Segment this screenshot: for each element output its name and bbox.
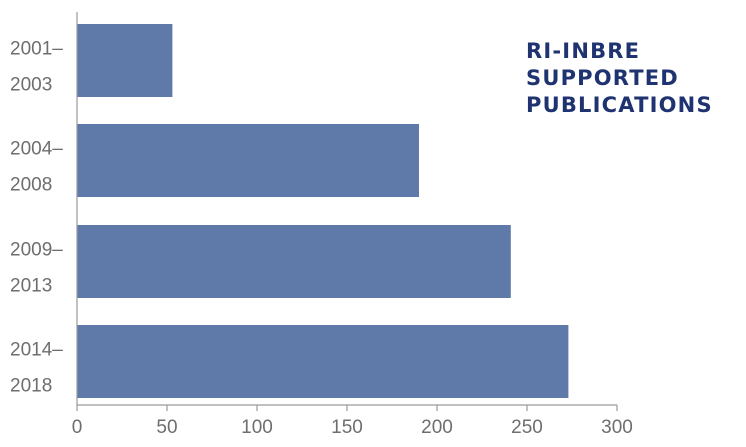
x-tick-label-0: 0 [72, 417, 83, 438]
chart-title-line-3: PUBLICATIONS [526, 93, 713, 117]
x-tick-label-3: 150 [331, 417, 363, 438]
category-labels: 2001– 2003 2004– 2008 2009– 2013 2014– 2018 [10, 39, 63, 397]
bar-3 [77, 325, 569, 398]
chart-title: RI-INBRE SUPPORTED PUBLICATIONS [526, 39, 713, 117]
x-axis-ticks: 0 50 100 150 200 250 300 [72, 405, 633, 438]
x-tick-label-6: 300 [601, 417, 633, 438]
x-tick-label-1: 50 [156, 417, 177, 438]
x-tick-label-5: 250 [511, 417, 543, 438]
category-label-2-line-1: 2013 [10, 276, 52, 297]
category-label-1-line-0: 2004– [10, 139, 63, 160]
x-tick-label-2: 100 [241, 417, 273, 438]
category-label-0-line-1: 2003 [10, 75, 52, 96]
category-label-3: 2014– 2018 [10, 340, 63, 397]
category-label-0: 2001– 2003 [10, 39, 63, 96]
category-label-3-line-1: 2018 [10, 376, 52, 397]
chart-title-line-2: SUPPORTED [526, 66, 679, 90]
x-tick-label-4: 200 [421, 417, 453, 438]
bars-layer [77, 24, 569, 398]
category-label-1: 2004– 2008 [10, 139, 63, 196]
category-label-2: 2009– 2013 [10, 240, 63, 297]
category-label-2-line-0: 2009– [10, 240, 63, 261]
category-label-1-line-1: 2008 [10, 175, 52, 196]
category-label-3-line-0: 2014– [10, 340, 63, 361]
category-label-0-line-0: 2001– [10, 39, 63, 60]
chart-title-line-1: RI-INBRE [526, 39, 640, 63]
bar-0 [77, 24, 173, 97]
bar-2 [77, 225, 511, 298]
bar-1 [77, 124, 419, 197]
